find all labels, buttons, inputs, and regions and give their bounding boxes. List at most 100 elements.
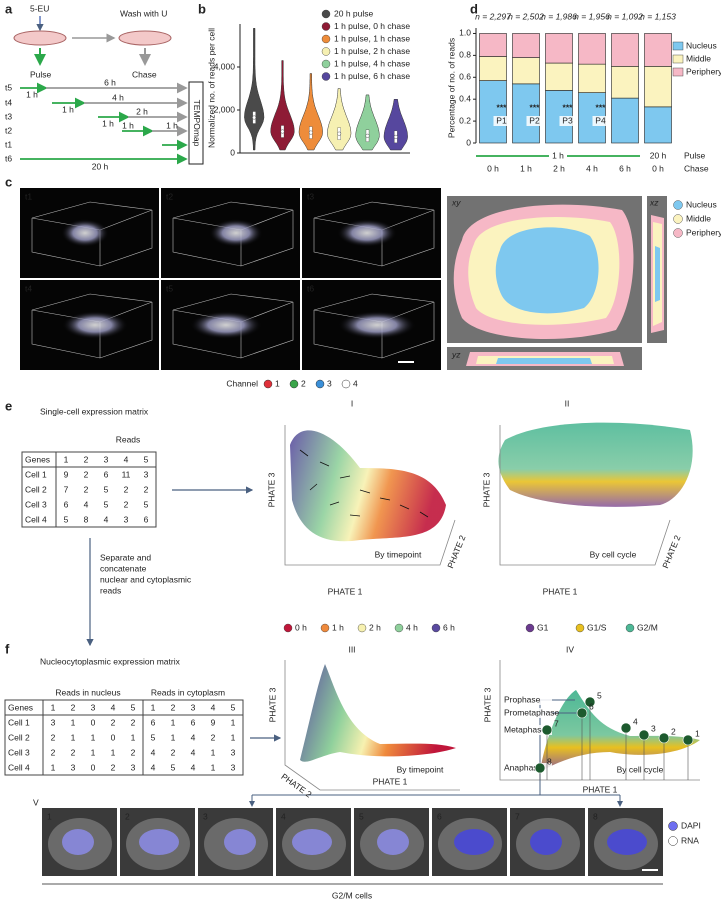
n-label: n = 2,297 (475, 11, 511, 21)
table-cell: 3 (144, 469, 149, 479)
duration-label: 20 h (92, 161, 109, 171)
legend-swatch (673, 214, 683, 224)
plot-caption: By timepoint (375, 549, 422, 559)
plot-numeral: III (348, 644, 355, 654)
tile-label: 6 (437, 811, 442, 821)
y-axis-label: Normalized no. of reads per cell (206, 28, 216, 148)
legend-label: G1 (537, 622, 549, 632)
table-cell: 0 (111, 732, 116, 742)
legend-swatch (263, 379, 273, 389)
trajectory-node (638, 729, 650, 741)
table-cell: 1 (211, 762, 216, 772)
tile-label: 8 (593, 811, 598, 821)
tile-label: t4 (25, 283, 32, 293)
legend-label: 6 h (443, 622, 455, 632)
axis-frame (284, 425, 671, 566)
table-cell: 4 (124, 454, 129, 464)
legend-label: 1 h pulse, 0 h chase (334, 21, 410, 31)
node-label: 4 (633, 716, 638, 726)
violin (327, 88, 352, 151)
legend-label: Nucleus (686, 40, 717, 50)
panel-label: b (198, 1, 206, 16)
table-cell: Cell 4 (25, 514, 47, 524)
x-tick-label: 0 h (487, 163, 499, 173)
legend-swatch (668, 821, 678, 831)
label-bg (549, 150, 567, 161)
note-text: nuclear and cytoplasmic (100, 574, 192, 584)
bar-segment (644, 106, 672, 144)
table-cell: 2 (211, 732, 216, 742)
dish (118, 30, 172, 46)
cell-signal (61, 219, 109, 247)
table-cell: 2 (124, 499, 129, 509)
violin (270, 60, 295, 151)
y-tick-label: 0.2 (459, 115, 471, 125)
table-cell: 4 (151, 762, 156, 772)
axis-label: PHATE 1 (328, 586, 363, 596)
legend-swatch (394, 623, 404, 633)
trajectory-node (534, 762, 546, 774)
significance: *** (530, 102, 541, 112)
panel-label: d (470, 1, 478, 16)
table-cell: 2 (71, 702, 76, 712)
nucleus-signal (530, 829, 562, 855)
label-bg (502, 725, 552, 735)
legend-swatch (321, 9, 331, 19)
y-axis-label: Percentage of no. of reads (446, 38, 456, 138)
node-label: 6 (589, 701, 594, 711)
duration-label: 2 h (136, 106, 148, 116)
median (252, 115, 257, 120)
table-cell: 1 (71, 717, 76, 727)
violin (298, 73, 323, 151)
step-label: Pulse (30, 69, 52, 79)
table-cell: 2 (51, 747, 56, 757)
legend-swatch (668, 836, 678, 846)
method-label: TEMPOmap (192, 100, 202, 147)
legend-label: Middle (686, 213, 711, 223)
trajectory-cloud (300, 664, 456, 762)
tile-label: 4 (281, 811, 286, 821)
table-cell: 4 (104, 514, 109, 524)
comparison-box (493, 116, 510, 126)
timepoint-label: t6 (5, 153, 12, 163)
table-cell: 11 (122, 469, 131, 479)
bar-segment (479, 80, 507, 144)
axis-label: PHATE 3 (267, 687, 277, 722)
legend-swatch (673, 200, 683, 210)
tile-label: 2 (125, 811, 130, 821)
legend-swatch (673, 228, 683, 238)
median (337, 131, 342, 136)
table-cell: 2 (124, 484, 129, 494)
tile-label: 3 (203, 811, 208, 821)
table-cell: 3 (124, 514, 129, 524)
legend-label: 2 h (369, 622, 381, 632)
table-cell: 4 (151, 747, 156, 757)
nucleus-region (495, 227, 599, 314)
table-cell: 5 (104, 484, 109, 494)
legend-swatch (289, 379, 299, 389)
table-cell: 3 (131, 762, 136, 772)
tile-label: t5 (166, 283, 173, 293)
cell-signal (190, 311, 262, 339)
legend-title: Channel (226, 378, 258, 388)
table-cell: 9 (64, 469, 69, 479)
axis-frame (284, 660, 700, 791)
comparison-label: P1 (496, 115, 507, 125)
legend-label: 4 (353, 378, 358, 388)
table-cell: 2 (111, 762, 116, 772)
table-cell: 1 (131, 732, 136, 742)
trajectory-node (658, 732, 670, 744)
n-label: n = 1,986 (541, 11, 577, 21)
significance: *** (596, 102, 607, 112)
table-cell: 5 (144, 499, 149, 509)
legend-swatch (315, 379, 325, 389)
cell-signal (62, 311, 128, 339)
duration-label: 1 h (122, 120, 134, 130)
legend-swatch (575, 623, 585, 633)
phase-label: Metaphase (504, 724, 546, 734)
row-label: Pulse (684, 150, 706, 160)
node-label: 8 (547, 756, 552, 766)
note-text: Separate and (100, 552, 151, 562)
legend-swatch (321, 59, 331, 69)
cell-signal (337, 219, 397, 247)
